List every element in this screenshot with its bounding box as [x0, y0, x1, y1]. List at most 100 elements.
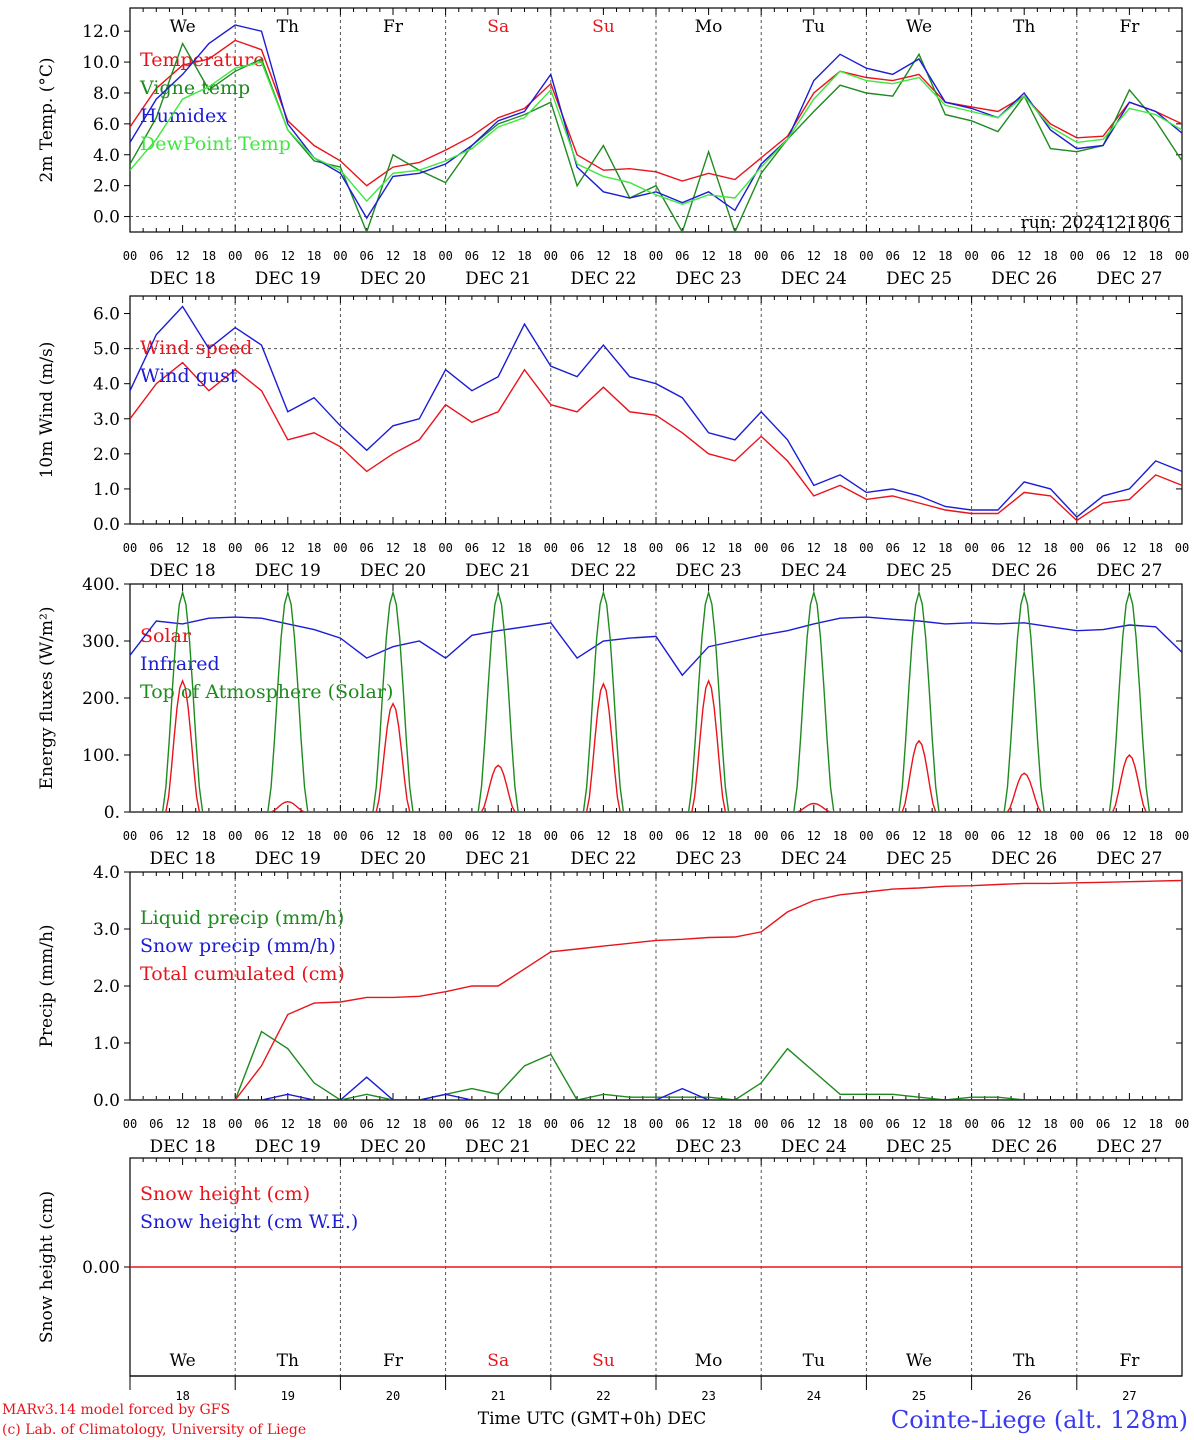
hour-tick-label: 12	[596, 249, 610, 263]
hour-tick-label: 18	[833, 1117, 847, 1131]
hour-tick-label: 12	[912, 541, 926, 555]
hour-tick-label: 18	[307, 541, 321, 555]
y-tick-label: 6.0	[93, 115, 120, 135]
date-label: DEC 20	[360, 1137, 426, 1157]
hour-tick-label: 00	[1175, 829, 1189, 843]
hour-tick-label: 12	[491, 1117, 505, 1131]
hour-tick-label: 18	[1043, 1117, 1057, 1131]
hour-tick-label: 18	[307, 1117, 321, 1131]
y-tick-label: 100.	[82, 746, 120, 766]
hour-tick-label: 18	[938, 1117, 952, 1131]
x-axis-label: Time UTC (GMT+0h) DEC	[478, 1409, 707, 1429]
hour-tick-label: 06	[570, 1117, 584, 1131]
hour-tick-label: 00	[438, 829, 452, 843]
series-line-top-of-atmosphere-solar-	[130, 589, 1182, 812]
hour-tick-label: 12	[175, 541, 189, 555]
panel-5: 0.00 Snow height (cm) We 18 Th 19 Fr 20 Sa 21 Su 22…	[37, 1157, 1183, 1403]
day-number-label: 22	[596, 1389, 610, 1403]
y-tick-label: 0.0	[93, 208, 120, 228]
hour-tick-label: 00	[333, 1117, 347, 1131]
panel-1: 0.0 2.0 4.0 6.0 8.0 10.0 12.0 2m Temp. (°C) 00 06…	[37, 7, 1189, 289]
hour-tick-label: 00	[228, 541, 242, 555]
weekday-label: Su	[592, 1351, 615, 1371]
weekday-label: Th	[277, 17, 299, 37]
hour-tick-label: 12	[175, 829, 189, 843]
hour-tick-label: 18	[412, 1117, 426, 1131]
hour-tick-label: 00	[859, 249, 873, 263]
hour-tick-label: 12	[386, 829, 400, 843]
y-tick-label: 4.0	[93, 375, 120, 395]
hour-tick-label: 00	[754, 541, 768, 555]
weekday-label: Th	[1013, 1351, 1035, 1371]
hour-tick-label: 12	[1122, 1117, 1136, 1131]
hour-tick-label: 00	[123, 541, 137, 555]
date-label: DEC 22	[570, 269, 636, 289]
hour-tick-label: 00	[544, 1117, 558, 1131]
hour-tick-label: 06	[885, 249, 899, 263]
date-label: DEC 26	[991, 1137, 1057, 1157]
hour-tick-label: 00	[754, 829, 768, 843]
series-line-total-cumulated-cm-	[130, 879, 1182, 1100]
date-label: DEC 27	[1096, 849, 1162, 869]
hour-tick-label: 06	[359, 1117, 373, 1131]
hour-tick-label: 18	[307, 249, 321, 263]
date-label: DEC 22	[570, 1137, 636, 1157]
hour-tick-label: 18	[1043, 541, 1057, 555]
hour-tick-label: 00	[1070, 249, 1084, 263]
hour-tick-label: 06	[359, 541, 373, 555]
hour-tick-label: 12	[491, 249, 505, 263]
day-number-label: 19	[281, 1389, 295, 1403]
date-label: DEC 20	[360, 849, 426, 869]
weekday-label: Su	[592, 17, 615, 37]
legend-entry: Top of Atmosphere (Solar)	[140, 681, 393, 703]
hour-tick-label: 12	[175, 1117, 189, 1131]
hour-tick-label: 00	[1175, 541, 1189, 555]
hour-tick-label: 06	[149, 249, 163, 263]
hour-tick-label: 00	[964, 541, 978, 555]
hour-tick-label: 00	[438, 249, 452, 263]
day-number-label: 25	[912, 1389, 926, 1403]
hour-tick-label: 18	[622, 541, 636, 555]
hour-tick-label: 00	[228, 829, 242, 843]
weekday-label: Sa	[487, 1351, 509, 1371]
hour-tick-label: 18	[517, 829, 531, 843]
hour-tick-label: 18	[728, 249, 742, 263]
date-label: DEC 22	[570, 849, 636, 869]
hour-tick-label: 12	[807, 249, 821, 263]
hour-tick-label: 00	[649, 829, 663, 843]
hour-tick-label: 12	[1122, 249, 1136, 263]
hour-tick-label: 12	[596, 1117, 610, 1131]
hour-tick-label: 06	[675, 829, 689, 843]
hour-tick-label: 18	[517, 1117, 531, 1131]
date-label: DEC 20	[360, 561, 426, 581]
weekday-label: Fr	[383, 17, 404, 37]
weekday-label: Th	[1013, 17, 1035, 37]
hour-tick-label: 12	[175, 249, 189, 263]
hour-tick-label: 06	[465, 1117, 479, 1131]
weekday-label: Tu	[803, 1351, 825, 1371]
hour-tick-label: 12	[807, 541, 821, 555]
hour-tick-label: 00	[123, 829, 137, 843]
hour-tick-label: 18	[833, 541, 847, 555]
hour-tick-label: 18	[728, 829, 742, 843]
day-number-label: 20	[386, 1389, 400, 1403]
series-line-wind-gust	[130, 305, 1182, 518]
weekday-label: Fr	[1119, 1351, 1140, 1371]
weekday-label: Th	[277, 1351, 299, 1371]
hour-tick-label: 06	[675, 249, 689, 263]
date-label: DEC 18	[150, 1137, 216, 1157]
hour-tick-label: 06	[991, 249, 1005, 263]
y-tick-label: 2.0	[93, 445, 120, 465]
hour-tick-label: 00	[859, 829, 873, 843]
hour-tick-label: 18	[1148, 541, 1162, 555]
day-number-label: 23	[701, 1389, 715, 1403]
y-axis-label: 10m Wind (m/s)	[37, 342, 57, 479]
hour-tick-label: 12	[1017, 541, 1031, 555]
date-label: DEC 25	[886, 1137, 952, 1157]
hour-tick-label: 18	[307, 829, 321, 843]
date-label: DEC 24	[781, 1137, 847, 1157]
date-label: DEC 24	[781, 269, 847, 289]
hour-tick-label: 06	[991, 829, 1005, 843]
run-label: run: 2024121806	[1021, 213, 1170, 233]
